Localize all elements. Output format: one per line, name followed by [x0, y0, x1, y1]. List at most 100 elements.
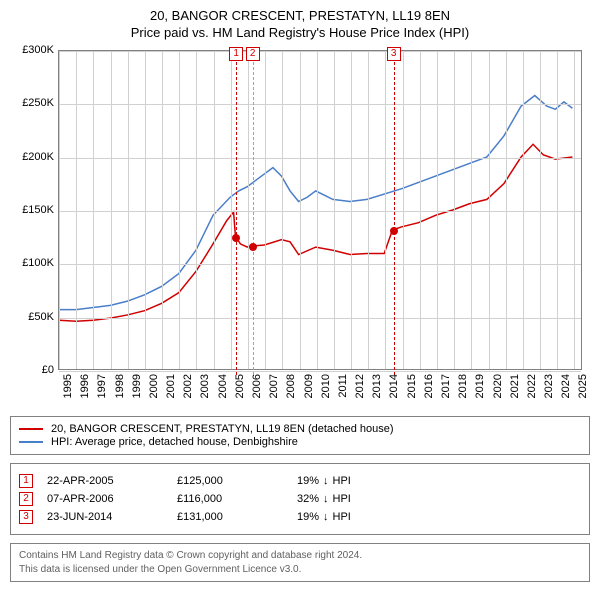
x-axis-tick-label: 2022	[526, 374, 538, 398]
marker-label: 2	[246, 47, 260, 61]
y-axis-tick-label: £200K	[10, 151, 54, 163]
gridline-vertical	[385, 51, 386, 369]
x-axis-tick-label: 2007	[268, 374, 280, 398]
gridline-vertical	[351, 51, 352, 369]
gridline-vertical	[59, 51, 60, 369]
gridline-vertical	[506, 51, 507, 369]
attribution-box: Contains HM Land Registry data © Crown c…	[10, 543, 590, 582]
transaction-diff-vs: HPI	[333, 493, 351, 505]
x-axis-tick-label: 2020	[492, 374, 504, 398]
x-axis-tick-label: 2024	[560, 374, 572, 398]
gridline-horizontal	[59, 51, 581, 52]
gridline-vertical	[162, 51, 163, 369]
x-axis-tick-label: 2006	[251, 374, 263, 398]
transaction-price: £125,000	[177, 475, 297, 487]
x-axis-tick-label: 2011	[337, 374, 349, 398]
gridline-horizontal	[59, 318, 581, 319]
transaction-diff: 19%↓HPI	[297, 475, 351, 487]
x-axis-tick-label: 1999	[131, 374, 143, 398]
gridline-horizontal	[59, 211, 581, 212]
legend-swatch	[19, 428, 43, 430]
gridline-vertical	[128, 51, 129, 369]
legend-box: 20, BANGOR CRESCENT, PRESTATYN, LL19 8EN…	[10, 416, 590, 455]
transaction-diff-vs: HPI	[333, 511, 351, 523]
gridline-vertical	[368, 51, 369, 369]
x-axis-tick-label: 2023	[543, 374, 555, 398]
gridline-vertical	[317, 51, 318, 369]
transaction-marker-number: 3	[19, 510, 33, 524]
x-axis-tick-label: 1997	[96, 374, 108, 398]
x-axis-tick-label: 2003	[199, 374, 211, 398]
arrow-down-icon: ↓	[323, 475, 329, 487]
marker-label: 1	[229, 47, 243, 61]
x-axis-tick-label: 2010	[320, 374, 332, 398]
gridline-vertical	[437, 51, 438, 369]
x-axis-tick-label: 2012	[354, 374, 366, 398]
marker-dot	[249, 243, 257, 251]
gridline-vertical	[489, 51, 490, 369]
transaction-diff: 19%↓HPI	[297, 511, 351, 523]
gridline-vertical	[471, 51, 472, 369]
legend-item: 20, BANGOR CRESCENT, PRESTATYN, LL19 8EN…	[19, 423, 581, 435]
gridline-vertical	[145, 51, 146, 369]
x-axis-tick-label: 1995	[62, 374, 74, 398]
legend-swatch	[19, 441, 43, 443]
x-axis-tick-label: 2025	[577, 374, 589, 398]
gridline-horizontal	[59, 264, 581, 265]
gridline-vertical	[420, 51, 421, 369]
x-axis-tick-label: 2005	[234, 374, 246, 398]
attribution-line-2: This data is licensed under the Open Gov…	[19, 563, 581, 577]
x-axis-tick-label: 2000	[148, 374, 160, 398]
gridline-vertical	[574, 51, 575, 369]
y-axis-tick-label: £250K	[10, 97, 54, 109]
gridline-vertical	[93, 51, 94, 369]
transactions-table: 122-APR-2005£125,00019%↓HPI207-APR-2006£…	[10, 463, 590, 535]
x-axis-tick-label: 2004	[217, 374, 229, 398]
gridline-horizontal	[59, 158, 581, 159]
transaction-marker-number: 1	[19, 474, 33, 488]
y-axis-tick-label: £0	[10, 364, 54, 376]
title-subtitle: Price paid vs. HM Land Registry's House …	[10, 25, 590, 40]
line-series-svg	[59, 51, 581, 369]
x-axis-tick-label: 1996	[79, 374, 91, 398]
marker-vline	[394, 47, 395, 375]
transaction-date: 07-APR-2006	[47, 493, 177, 505]
marker-label: 3	[387, 47, 401, 61]
x-axis-tick-label: 2008	[285, 374, 297, 398]
arrow-down-icon: ↓	[323, 493, 329, 505]
x-axis-tick-label: 2017	[440, 374, 452, 398]
gridline-vertical	[76, 51, 77, 369]
gridline-horizontal	[59, 371, 581, 372]
x-axis-tick-label: 2009	[303, 374, 315, 398]
marker-dot	[232, 234, 240, 242]
chart-container: 20, BANGOR CRESCENT, PRESTATYN, LL19 8EN…	[0, 0, 600, 592]
transaction-diff: 32%↓HPI	[297, 493, 351, 505]
gridline-vertical	[214, 51, 215, 369]
transaction-date: 23-JUN-2014	[47, 511, 177, 523]
gridline-vertical	[231, 51, 232, 369]
legend-label: 20, BANGOR CRESCENT, PRESTATYN, LL19 8EN…	[51, 423, 394, 435]
title-block: 20, BANGOR CRESCENT, PRESTATYN, LL19 8EN…	[10, 8, 590, 40]
gridline-vertical	[248, 51, 249, 369]
gridline-vertical	[300, 51, 301, 369]
x-axis-tick-label: 2013	[371, 374, 383, 398]
x-axis-tick-label: 2019	[474, 374, 486, 398]
x-axis-tick-label: 2015	[406, 374, 418, 398]
gridline-vertical	[454, 51, 455, 369]
y-axis-tick-label: £150K	[10, 204, 54, 216]
gridline-vertical	[282, 51, 283, 369]
gridline-vertical	[523, 51, 524, 369]
transaction-row: 207-APR-2006£116,00032%↓HPI	[19, 492, 581, 506]
gridline-vertical	[265, 51, 266, 369]
chart-area: 123 £0£50K£100K£150K£200K£250K£300K19951…	[10, 46, 590, 416]
transaction-marker-number: 2	[19, 492, 33, 506]
transaction-row: 323-JUN-2014£131,00019%↓HPI	[19, 510, 581, 524]
x-axis-tick-label: 2021	[509, 374, 521, 398]
x-axis-tick-label: 2001	[165, 374, 177, 398]
gridline-vertical	[334, 51, 335, 369]
transaction-diff-pct: 19%	[297, 511, 319, 523]
plot-area: 12 3	[58, 50, 582, 370]
transaction-date: 22-APR-2005	[47, 475, 177, 487]
transaction-diff-vs: HPI	[333, 475, 351, 487]
x-axis-tick-label: 1998	[114, 374, 126, 398]
